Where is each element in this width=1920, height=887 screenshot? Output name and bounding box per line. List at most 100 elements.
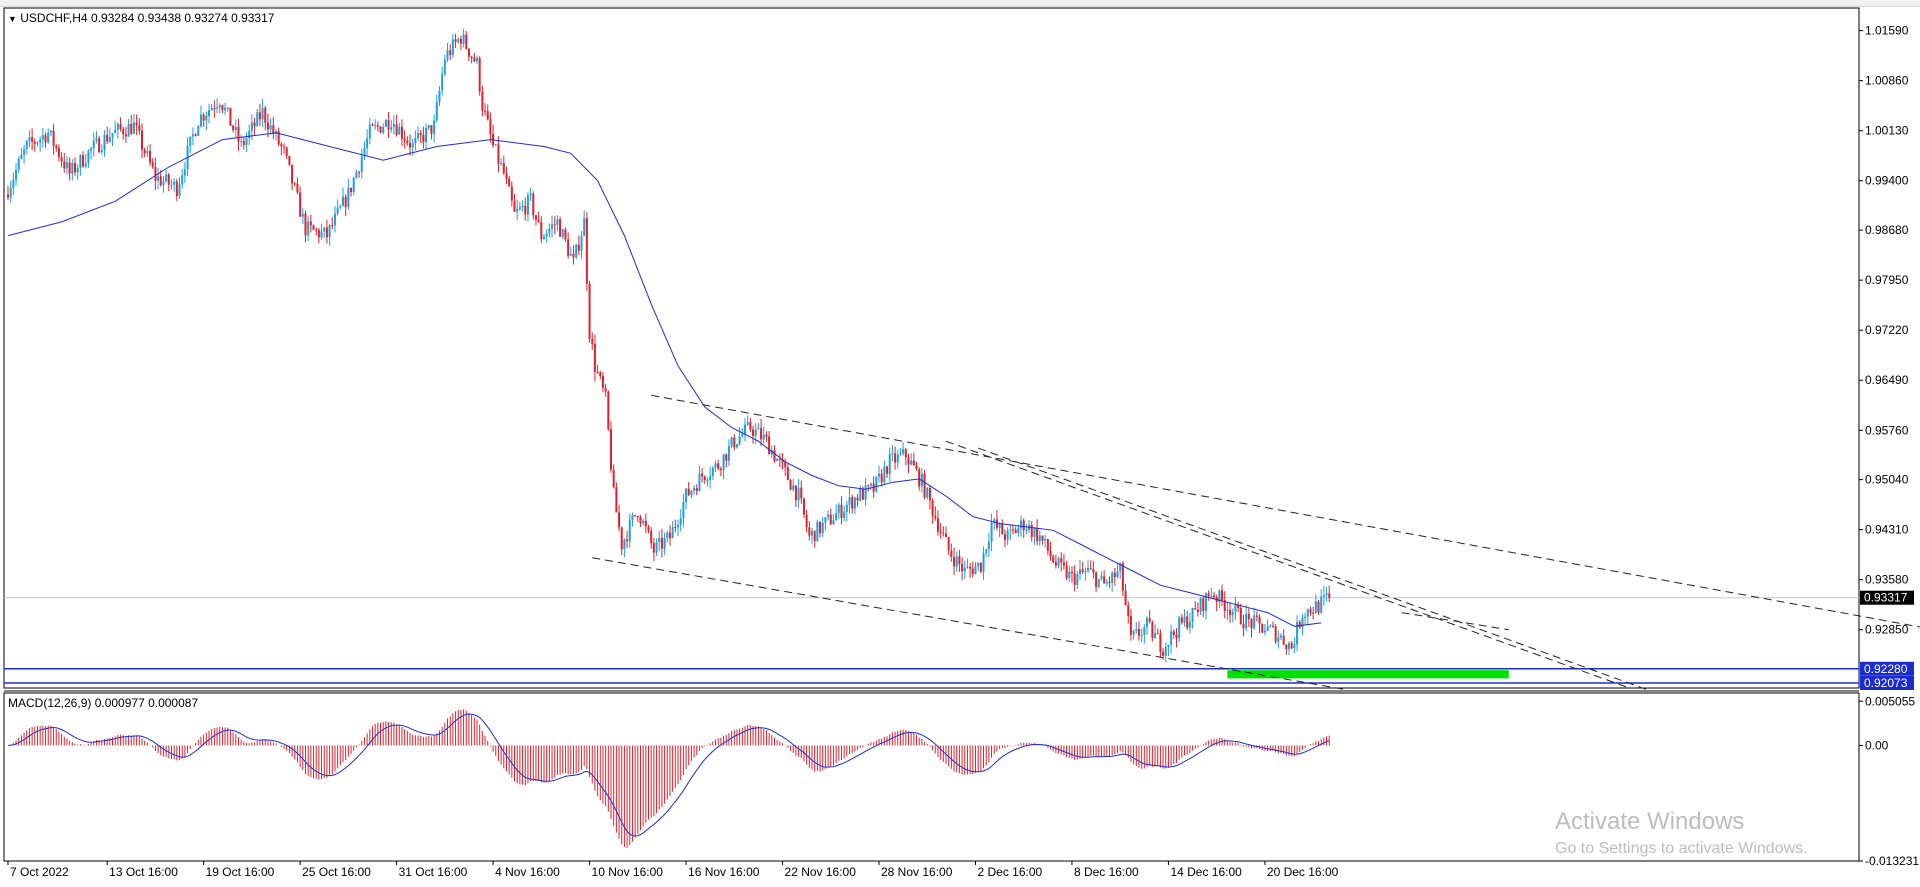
candle[interactable] xyxy=(626,530,629,549)
candle[interactable] xyxy=(1269,623,1272,628)
candle[interactable] xyxy=(1046,538,1049,556)
candle[interactable] xyxy=(157,167,160,190)
candle[interactable] xyxy=(821,516,824,538)
candle[interactable] xyxy=(336,199,339,216)
candle[interactable] xyxy=(33,138,36,152)
candle[interactable] xyxy=(484,103,487,116)
candle[interactable] xyxy=(599,370,602,380)
candle[interactable] xyxy=(572,245,575,265)
candle[interactable] xyxy=(1191,607,1194,629)
candle[interactable] xyxy=(642,518,645,526)
candle[interactable] xyxy=(993,517,996,530)
candle[interactable] xyxy=(409,134,411,156)
candle[interactable] xyxy=(229,107,232,126)
candle[interactable] xyxy=(671,521,674,539)
candle[interactable] xyxy=(208,103,210,124)
candle[interactable] xyxy=(293,181,296,186)
candle[interactable] xyxy=(427,124,430,131)
candle[interactable] xyxy=(1100,571,1103,581)
candle[interactable] xyxy=(374,119,377,130)
candle[interactable] xyxy=(1003,529,1006,547)
candle[interactable] xyxy=(221,104,224,113)
candle[interactable] xyxy=(1221,584,1224,606)
candle[interactable] xyxy=(82,151,85,168)
candle[interactable] xyxy=(1070,566,1073,583)
candle[interactable] xyxy=(760,418,763,446)
candle[interactable] xyxy=(266,113,269,138)
candle[interactable] xyxy=(1229,602,1232,623)
candle[interactable] xyxy=(1271,621,1274,628)
candle[interactable] xyxy=(752,425,755,444)
symbol-info[interactable]: ▼ USDCHF,H4 0.93284 0.93438 0.93274 0.93… xyxy=(8,11,274,25)
candle[interactable] xyxy=(963,560,966,580)
candle[interactable] xyxy=(213,100,216,118)
candle[interactable] xyxy=(966,558,969,569)
candle[interactable] xyxy=(36,141,39,147)
candle[interactable] xyxy=(1239,603,1242,625)
candle[interactable] xyxy=(969,562,972,578)
candle[interactable] xyxy=(478,56,481,96)
candle[interactable] xyxy=(945,526,947,538)
candle[interactable] xyxy=(1097,578,1100,589)
candle[interactable] xyxy=(1309,606,1312,616)
candle[interactable] xyxy=(285,146,288,159)
candle[interactable] xyxy=(947,536,950,556)
candle[interactable] xyxy=(1170,624,1173,654)
candle[interactable] xyxy=(1116,563,1119,579)
trend-line-2[interactable] xyxy=(945,440,1630,689)
candle[interactable] xyxy=(165,169,168,184)
candle[interactable] xyxy=(1194,601,1197,610)
candle[interactable] xyxy=(87,149,90,168)
candle[interactable] xyxy=(17,156,20,174)
candle[interactable] xyxy=(950,543,953,562)
candle[interactable] xyxy=(805,509,808,533)
candle[interactable] xyxy=(76,164,79,180)
candle[interactable] xyxy=(197,125,200,136)
candle[interactable] xyxy=(122,127,125,140)
candle[interactable] xyxy=(757,422,760,430)
candle[interactable] xyxy=(457,37,460,44)
candle[interactable] xyxy=(1172,629,1175,639)
candle[interactable] xyxy=(355,169,358,179)
candle[interactable] xyxy=(1196,602,1199,617)
candle[interactable] xyxy=(116,122,119,139)
candle[interactable] xyxy=(226,106,229,112)
candle[interactable] xyxy=(765,431,768,442)
candle[interactable] xyxy=(819,521,822,538)
candle[interactable] xyxy=(722,454,725,480)
candle[interactable] xyxy=(232,124,235,133)
candle[interactable] xyxy=(1065,560,1068,581)
candle[interactable] xyxy=(518,201,521,212)
candle[interactable] xyxy=(982,546,985,580)
candle[interactable] xyxy=(159,170,162,187)
candle[interactable] xyxy=(853,496,856,515)
candle[interactable] xyxy=(591,332,594,350)
candle[interactable] xyxy=(175,178,178,202)
candle[interactable] xyxy=(90,146,93,160)
candle[interactable] xyxy=(1044,534,1047,548)
candle[interactable] xyxy=(371,122,374,127)
candle[interactable] xyxy=(1057,556,1060,569)
candle[interactable] xyxy=(25,139,28,155)
candle[interactable] xyxy=(510,181,513,207)
candle[interactable] xyxy=(205,111,208,130)
candle[interactable] xyxy=(561,228,564,239)
candle[interactable] xyxy=(1218,589,1221,608)
candle[interactable] xyxy=(31,128,34,151)
candle[interactable] xyxy=(977,562,980,571)
candle[interactable] xyxy=(540,216,543,244)
candle[interactable] xyxy=(749,417,752,433)
candle[interactable] xyxy=(1188,612,1191,634)
candle[interactable] xyxy=(141,123,143,159)
candle[interactable] xyxy=(1105,579,1108,587)
candle[interactable] xyxy=(299,186,302,217)
candle[interactable] xyxy=(1298,620,1301,630)
candle[interactable] xyxy=(1180,613,1183,625)
candle[interactable] xyxy=(701,468,704,483)
candle[interactable] xyxy=(513,194,516,213)
candle[interactable] xyxy=(1033,527,1036,545)
candle[interactable] xyxy=(438,86,441,106)
candle[interactable] xyxy=(618,504,621,532)
candle[interactable] xyxy=(703,475,706,485)
candle[interactable] xyxy=(551,215,554,238)
